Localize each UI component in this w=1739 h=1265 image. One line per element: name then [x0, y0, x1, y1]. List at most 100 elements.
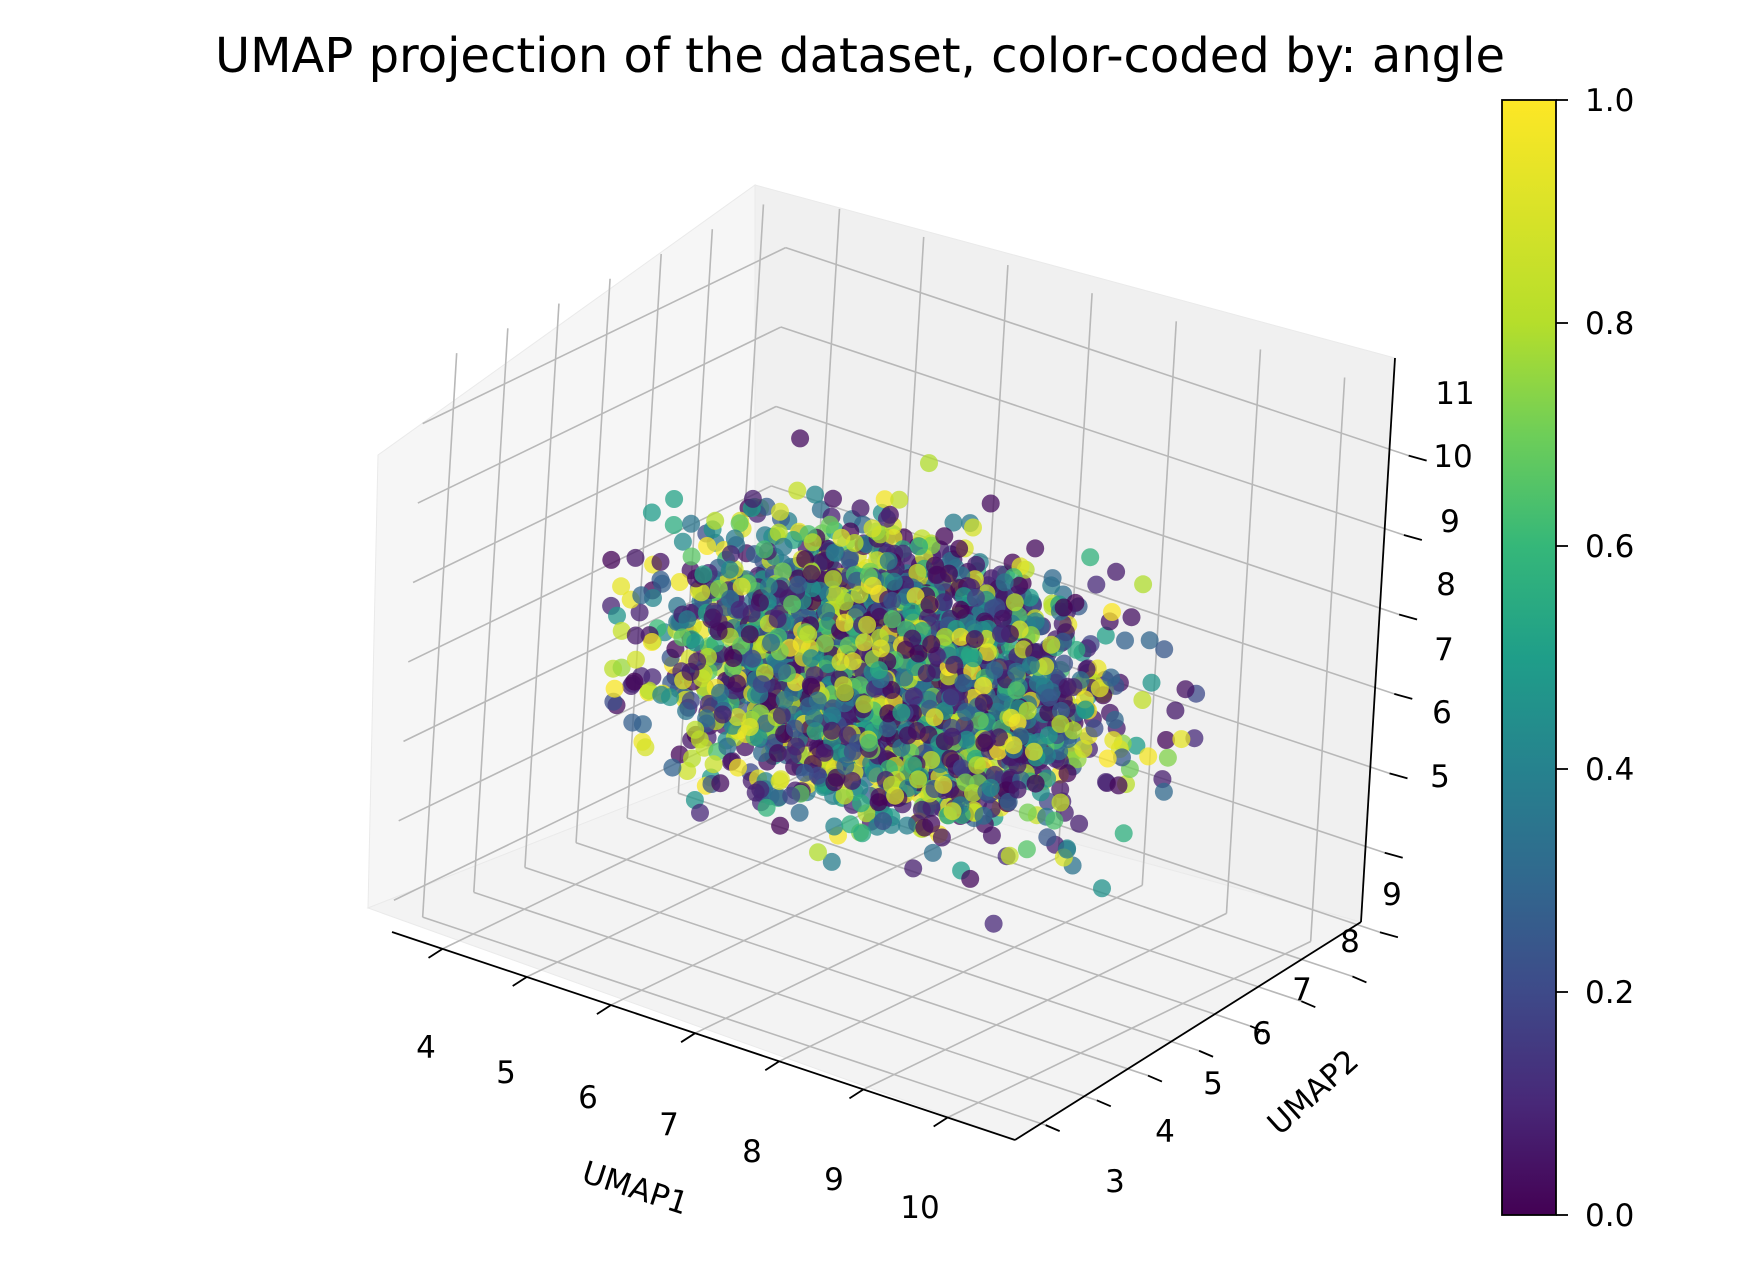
scatter-point	[612, 658, 631, 677]
scatter-point	[632, 586, 651, 605]
scatter-point	[762, 633, 780, 652]
scatter-point	[653, 574, 672, 593]
scatter-point	[626, 626, 645, 645]
scatter-point	[774, 537, 793, 556]
grid-line	[778, 884, 1143, 1063]
scatter-point	[728, 674, 746, 693]
scatter-point	[909, 770, 928, 789]
z-tick-label: 9	[1440, 504, 1460, 540]
scatter-point	[1008, 780, 1027, 799]
scatter-point	[704, 755, 723, 774]
scatter-point	[879, 551, 898, 570]
scatter-point	[698, 537, 717, 555]
scatter-point	[661, 688, 679, 707]
scatter-point	[686, 720, 705, 739]
scatter-point	[665, 490, 684, 508]
z-tick-label: 6	[1432, 695, 1452, 731]
scatter-point	[686, 633, 705, 652]
scatter-point	[740, 625, 759, 644]
scatter-point	[604, 692, 623, 711]
scatter-point	[1116, 631, 1134, 650]
scatter-point	[923, 843, 942, 862]
scatter-point	[768, 744, 787, 763]
scatter-point	[1040, 688, 1059, 707]
scatter-point	[802, 677, 821, 696]
grid-line	[780, 326, 1405, 536]
grid-line	[473, 328, 509, 893]
scatter-point	[934, 593, 953, 612]
scatter-point	[945, 655, 964, 674]
scatter-point	[783, 595, 802, 613]
scatter-point	[746, 783, 765, 802]
y-tick-label: 3	[1105, 1164, 1125, 1200]
scatter-point	[789, 575, 808, 594]
scatter-point	[995, 573, 1014, 592]
scatter-point	[732, 577, 751, 596]
scatter-point	[951, 600, 970, 619]
scatter-point	[875, 490, 894, 509]
scatter-point	[699, 694, 718, 713]
y-tick-label: 4	[1155, 1114, 1175, 1150]
z-tick	[1403, 534, 1423, 541]
scatter-point	[663, 758, 682, 777]
scatter-point	[1090, 679, 1109, 698]
scatter-point	[602, 550, 621, 569]
scatter-point	[815, 634, 834, 653]
y-tick	[1096, 1099, 1112, 1108]
scatter-point	[752, 675, 771, 694]
scatter-point	[605, 679, 624, 698]
scatter-point	[1052, 701, 1070, 720]
scatter-point	[1007, 662, 1026, 681]
scatter-point	[1018, 803, 1037, 822]
scatter-point	[728, 708, 747, 726]
scatter-point	[974, 677, 993, 695]
scatter-point	[922, 751, 941, 769]
scatter-point	[1154, 782, 1173, 801]
scatter-point	[626, 548, 645, 567]
z-tick-label: 5	[1430, 759, 1450, 795]
scatter-point	[790, 803, 809, 822]
colorbar-tick-label: 0.4	[1585, 752, 1634, 788]
scatter-point	[821, 515, 839, 534]
scatter-point	[783, 746, 802, 765]
scatter-point	[1185, 729, 1204, 748]
scatter-point	[1020, 588, 1039, 607]
y-tick	[1352, 975, 1367, 984]
scatter-point	[874, 812, 892, 831]
scatter-point	[802, 579, 821, 598]
colorbar-ticks	[1556, 99, 1568, 1216]
scatter-point	[851, 499, 870, 518]
scatter-point	[970, 711, 989, 730]
scatter-point	[636, 738, 655, 757]
z-tick-label: 10	[1433, 439, 1472, 475]
x-tick	[596, 1004, 612, 1015]
scatter-point	[943, 802, 962, 821]
scatter-point	[1058, 677, 1077, 696]
scatter-point	[706, 511, 725, 530]
grid-line	[442, 772, 806, 950]
scatter-point	[1010, 576, 1029, 595]
z-tick	[1379, 931, 1399, 939]
scatter-point	[691, 803, 709, 822]
scatter-point	[917, 664, 936, 683]
scatter-point	[883, 591, 902, 610]
scatter-point	[703, 608, 722, 627]
scatter-point	[692, 583, 711, 602]
scatter-point	[755, 540, 774, 559]
scatter-point	[694, 565, 713, 584]
colorbar-tick-label: 0.8	[1585, 306, 1634, 342]
scatter-point	[1043, 569, 1062, 588]
scatter-point	[934, 775, 953, 794]
scatter-point	[884, 572, 903, 591]
scatter-point	[1139, 747, 1158, 766]
grid-line	[694, 856, 1059, 1034]
scatter-point	[992, 624, 1010, 643]
scatter-point	[957, 703, 976, 721]
scatter-point	[906, 587, 925, 606]
scatter-point	[892, 703, 911, 722]
grid-line	[775, 405, 1400, 616]
scatter-point	[981, 494, 1000, 513]
scatter-point	[802, 649, 821, 668]
scatter-point	[965, 630, 984, 649]
